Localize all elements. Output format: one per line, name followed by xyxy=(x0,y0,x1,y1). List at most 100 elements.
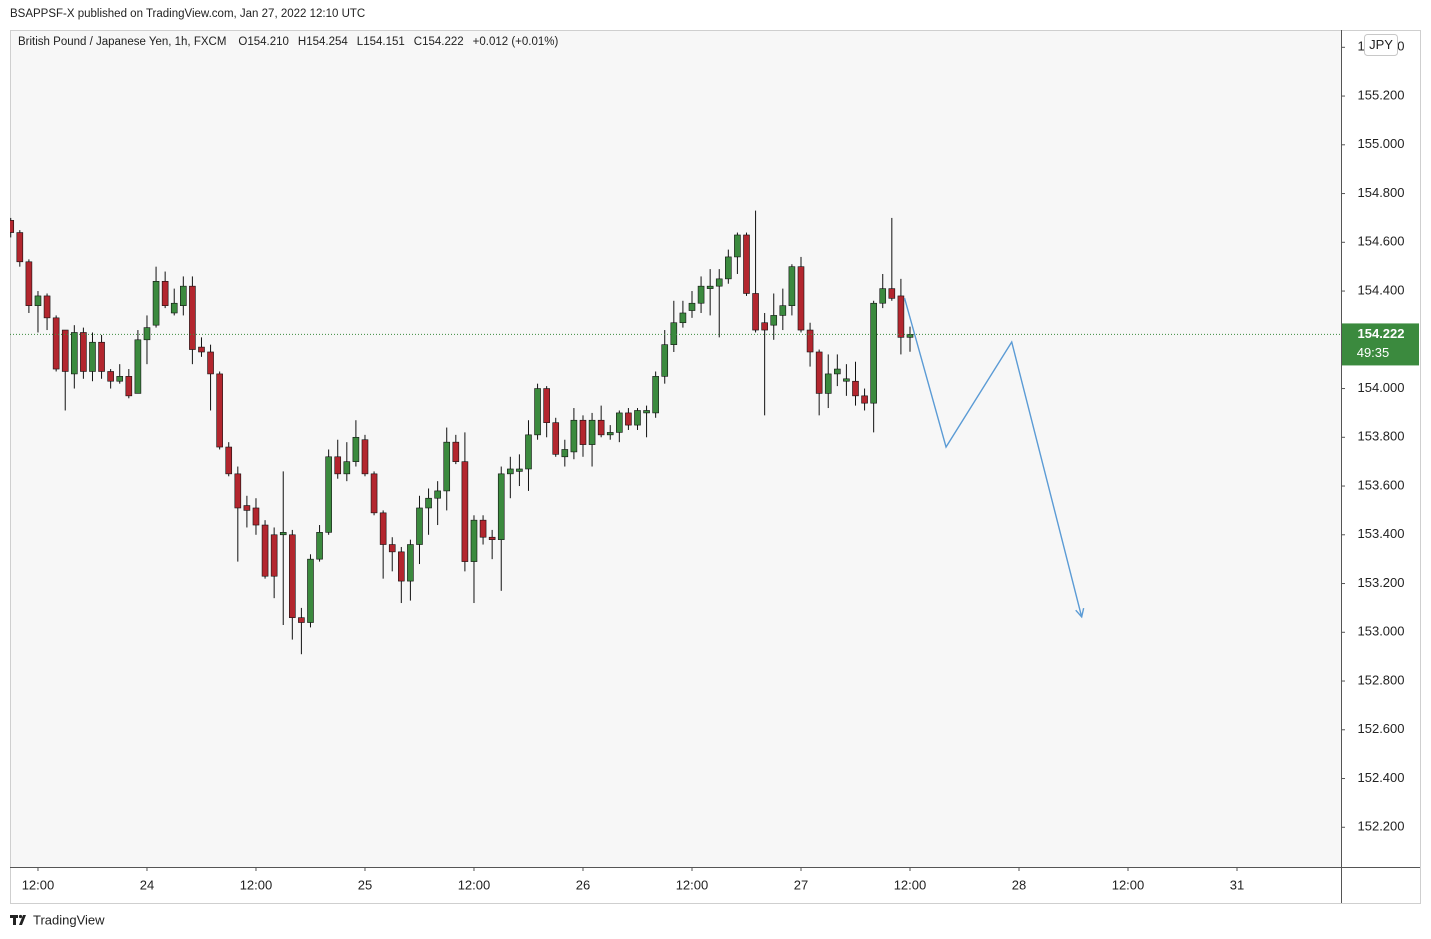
candle-body xyxy=(343,461,351,475)
candle-body xyxy=(706,285,714,289)
candle-body xyxy=(388,544,396,553)
candle-body xyxy=(488,536,496,540)
candle-body xyxy=(824,373,832,394)
candle-body xyxy=(71,332,78,375)
candle-body xyxy=(770,315,778,326)
candle-body xyxy=(543,388,550,423)
x-tick-label: 12:00 xyxy=(676,877,709,892)
candle-body xyxy=(370,473,378,514)
plot xyxy=(10,210,1341,655)
candle-body xyxy=(334,456,342,475)
candle-body xyxy=(34,295,42,306)
x-tick-label: 12:00 xyxy=(458,877,491,892)
x-tick-label: 12:00 xyxy=(240,877,273,892)
chart-frame xyxy=(10,30,1421,904)
x-tick-label: 27 xyxy=(794,877,808,892)
y-tick-label: 154.000 xyxy=(1358,380,1405,395)
candle-body xyxy=(461,461,469,562)
candle-body xyxy=(897,295,905,338)
candle-body xyxy=(788,266,796,306)
candle-body xyxy=(134,339,142,394)
candle-body xyxy=(270,534,278,577)
candle-body xyxy=(116,376,124,382)
candle-body xyxy=(661,344,669,377)
last-price-label: 154.222 xyxy=(1358,326,1405,341)
ohlc-value: H154.254 xyxy=(298,36,348,48)
candle-body xyxy=(579,419,587,445)
candle-body xyxy=(279,532,287,536)
currency-label: JPY xyxy=(1369,37,1393,52)
candle-body xyxy=(852,380,859,397)
candle-body xyxy=(10,220,15,233)
candle-body xyxy=(597,419,605,436)
last-price-box xyxy=(1342,323,1419,366)
y-tick-label: 152.400 xyxy=(1358,770,1405,785)
legend: British Pound / Japanese Yen, 1h, FXCM O… xyxy=(18,36,558,48)
candle-body xyxy=(516,468,523,472)
currency-badge xyxy=(1364,34,1398,56)
y-tick-label: 155.000 xyxy=(1358,136,1405,151)
candle-body xyxy=(107,371,114,382)
publisher-line: BSAPPSF-X published on TradingView.com, … xyxy=(10,8,365,20)
candle-body xyxy=(61,329,69,372)
candle-body xyxy=(815,351,823,394)
candle-body xyxy=(616,412,623,433)
candle-body xyxy=(398,551,405,582)
candle-body xyxy=(870,302,877,404)
candle-body xyxy=(834,368,841,375)
candle-body xyxy=(234,473,242,509)
candle-body xyxy=(497,473,505,540)
candle-body xyxy=(361,439,369,475)
symbol: British Pound / Japanese Yen, 1h, FXCM xyxy=(18,36,226,48)
candle-body xyxy=(507,468,514,475)
y-tick-label: 153.200 xyxy=(1358,575,1405,590)
candle-body xyxy=(216,373,223,448)
drawing-path xyxy=(903,297,1083,618)
y-tick-label: 153.000 xyxy=(1358,624,1405,639)
candle-body xyxy=(152,280,160,326)
candle-body xyxy=(670,322,678,345)
y-tick-label: 154.400 xyxy=(1358,282,1405,297)
candle-body xyxy=(861,395,868,404)
plot-area xyxy=(10,30,1341,867)
candle-body xyxy=(298,617,305,623)
x-tick-label: 28 xyxy=(1012,877,1026,892)
y-tick-label: 152.200 xyxy=(1358,819,1405,834)
candle-body xyxy=(307,558,314,623)
candle-body xyxy=(888,288,896,299)
y-tick-label: 153.800 xyxy=(1358,429,1405,444)
candle-body xyxy=(570,419,578,453)
x-tick-label: 12:00 xyxy=(1112,877,1145,892)
candle-body xyxy=(734,234,741,258)
x-tick-label: 24 xyxy=(140,877,154,892)
candle-body xyxy=(743,234,750,294)
candle-body xyxy=(761,322,768,331)
candle-body xyxy=(198,346,205,353)
candle-body xyxy=(325,456,332,533)
candle-body xyxy=(606,432,614,436)
candle-body xyxy=(43,295,51,319)
candle-body xyxy=(552,422,560,455)
candle-body xyxy=(588,419,596,445)
axes: 155.400155.200155.000154.800154.600154.4… xyxy=(22,34,1419,892)
candle-body xyxy=(797,266,805,331)
candle-body xyxy=(52,317,60,370)
candle-body xyxy=(407,544,414,582)
candle-body xyxy=(643,410,650,414)
candle-body xyxy=(161,280,169,306)
candle-body xyxy=(752,293,759,331)
y-tick-label: 154.800 xyxy=(1358,185,1405,200)
candle-body xyxy=(688,302,696,311)
candle-body xyxy=(470,519,478,562)
countdown: 49:35 xyxy=(1357,345,1390,360)
candle-body xyxy=(16,232,24,263)
candle-body xyxy=(289,534,296,618)
candle-body xyxy=(80,332,87,372)
candle-body xyxy=(843,378,850,382)
ohlc-value: O154.210 xyxy=(238,36,289,48)
candle-body xyxy=(534,388,541,436)
candle-body xyxy=(125,376,133,397)
candle-body xyxy=(697,285,705,304)
candle-body xyxy=(352,436,360,462)
candle-body xyxy=(189,285,196,350)
